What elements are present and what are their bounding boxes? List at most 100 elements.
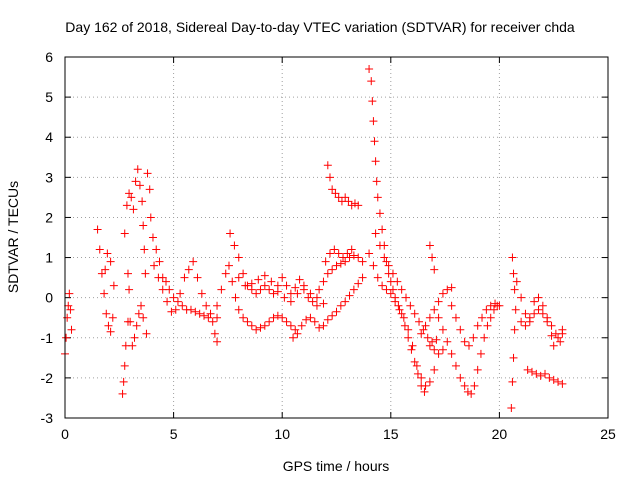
data-point: [66, 305, 75, 314]
data-point: [312, 293, 321, 302]
data-point: [483, 321, 492, 330]
data-point: [323, 269, 332, 278]
data-point: [63, 313, 72, 322]
data-point: [139, 221, 148, 230]
series-sat-j: [234, 271, 328, 308]
data-point: [489, 305, 498, 314]
data-point: [395, 305, 404, 314]
data-point: [430, 345, 439, 354]
y-axis-label: SDTVAR / TECUs: [5, 181, 21, 293]
data-point: [334, 249, 343, 258]
data-point: [358, 257, 367, 266]
data-point: [148, 233, 157, 242]
data-point: [382, 257, 391, 266]
data-point: [127, 193, 136, 202]
data-point: [410, 309, 419, 318]
data-point: [394, 301, 403, 310]
data-point: [228, 277, 237, 286]
data-point: [491, 299, 500, 308]
data-point: [186, 305, 195, 314]
series-sat-i: [226, 229, 321, 310]
series-sat-b: [93, 225, 118, 336]
data-point: [434, 297, 443, 306]
data-point: [451, 361, 460, 370]
data-point: [447, 283, 456, 292]
data-point: [293, 289, 302, 298]
data-point: [106, 327, 115, 336]
data-point: [256, 323, 265, 332]
data-point: [495, 301, 504, 310]
data-point: [184, 265, 193, 274]
data-point: [413, 369, 422, 378]
y-tick-label: 3: [45, 169, 53, 185]
series-sat-u: [507, 253, 520, 412]
data-point: [369, 117, 378, 126]
data-point: [365, 65, 374, 74]
data-point: [119, 377, 128, 386]
data-point: [134, 309, 143, 318]
data-point: [93, 225, 102, 234]
series-sat-d: [120, 165, 150, 278]
data-point: [341, 257, 350, 266]
data-point: [247, 279, 256, 288]
data-point: [189, 257, 198, 266]
y-tick-label: 0: [45, 290, 53, 306]
data-point: [532, 369, 541, 378]
data-point: [202, 301, 211, 310]
data-point: [178, 301, 187, 310]
data-point: [397, 285, 406, 294]
data-point: [512, 277, 521, 286]
data-point: [382, 285, 391, 294]
data-point: [404, 333, 413, 342]
data-point: [460, 337, 469, 346]
series-sat-g: [150, 257, 222, 346]
data-point: [213, 301, 222, 310]
data-point: [319, 321, 328, 330]
data-point: [169, 293, 178, 302]
data-point: [163, 297, 172, 306]
data-point: [195, 309, 204, 318]
data-point: [507, 403, 516, 412]
data-point: [213, 313, 222, 322]
data-point: [243, 317, 252, 326]
data-point: [143, 169, 152, 178]
data-point: [241, 281, 250, 290]
series-sat-c: [118, 269, 134, 398]
data-point: [486, 313, 495, 322]
data-point: [384, 261, 393, 270]
data-point: [325, 249, 334, 258]
data-point: [131, 177, 140, 186]
data-point: [319, 277, 328, 286]
data-point: [336, 301, 345, 310]
series-sat-x: [523, 365, 567, 388]
data-point: [330, 245, 339, 254]
data-point: [456, 325, 465, 334]
data-point: [358, 273, 367, 282]
y-tick-label: 6: [45, 49, 53, 65]
data-point: [419, 325, 428, 334]
data-point: [282, 281, 291, 290]
data-point: [344, 197, 353, 206]
data-point: [408, 341, 417, 350]
x-tick-label: 10: [274, 426, 290, 442]
data-point: [247, 321, 256, 330]
data-point: [293, 329, 302, 338]
data-point: [319, 299, 328, 308]
data-point: [278, 313, 287, 322]
data-point: [239, 313, 248, 322]
data-point: [332, 261, 341, 270]
data-point: [556, 337, 565, 346]
data-point: [226, 229, 235, 238]
data-point: [350, 199, 359, 208]
y-tick-label: -2: [41, 370, 54, 386]
data-point: [375, 209, 384, 218]
data-point: [106, 257, 115, 266]
data-point: [420, 387, 429, 396]
data-point: [510, 285, 519, 294]
data-point: [434, 349, 443, 358]
data-point: [369, 261, 378, 270]
series-sat-e: [126, 301, 151, 350]
series-sat-h: [213, 261, 300, 334]
data-point: [331, 189, 340, 198]
